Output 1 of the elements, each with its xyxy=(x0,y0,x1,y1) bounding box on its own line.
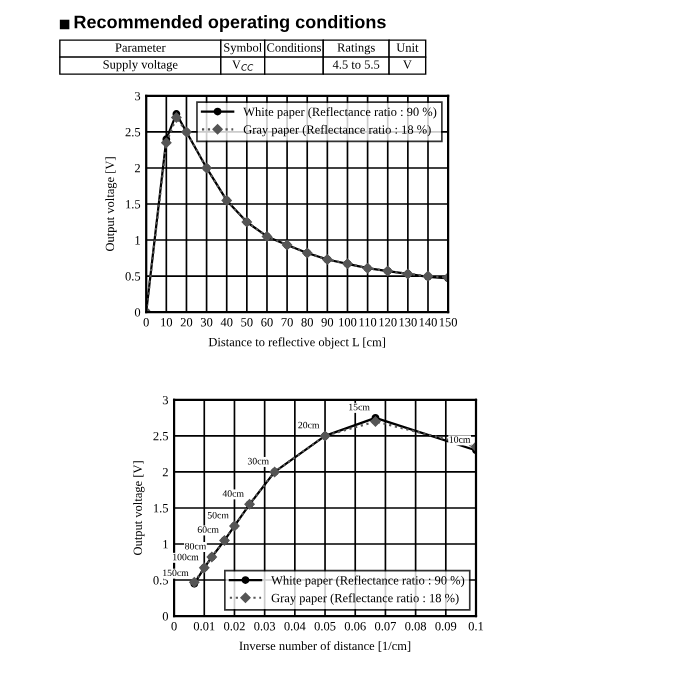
text: Recommended operating conditions xyxy=(74,15,386,32)
